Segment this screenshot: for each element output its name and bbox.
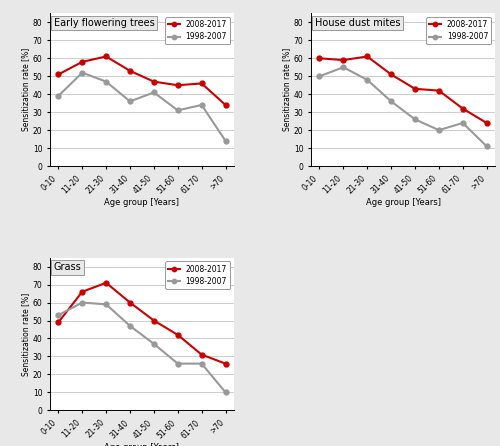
1998-2007 — [222, 138, 228, 144]
1998-2007 — [198, 361, 204, 366]
2008-2017 — [79, 59, 85, 65]
X-axis label: Age group [Years]: Age group [Years] — [366, 198, 440, 207]
Line: 2008-2017: 2008-2017 — [56, 54, 228, 107]
2008-2017 — [56, 320, 62, 325]
1998-2007 — [56, 93, 62, 99]
1998-2007 — [151, 90, 157, 95]
Legend: 2008-2017, 1998-2007: 2008-2017, 1998-2007 — [426, 17, 491, 44]
2008-2017 — [436, 88, 442, 93]
Line: 2008-2017: 2008-2017 — [317, 54, 489, 125]
1998-2007 — [316, 74, 322, 79]
2008-2017 — [316, 56, 322, 61]
2008-2017 — [484, 120, 490, 126]
1998-2007 — [127, 323, 133, 329]
1998-2007 — [222, 390, 228, 395]
1998-2007 — [103, 79, 109, 84]
2008-2017 — [103, 54, 109, 59]
2008-2017 — [412, 86, 418, 91]
1998-2007 — [198, 102, 204, 107]
2008-2017 — [222, 361, 228, 366]
1998-2007 — [460, 120, 466, 126]
1998-2007 — [79, 70, 85, 75]
Y-axis label: Sensitization rate [%]: Sensitization rate [%] — [21, 48, 30, 131]
1998-2007 — [340, 65, 346, 70]
Text: Early flowering trees: Early flowering trees — [54, 18, 154, 28]
1998-2007 — [412, 117, 418, 122]
2008-2017 — [151, 79, 157, 84]
1998-2007 — [175, 361, 181, 366]
2008-2017 — [127, 68, 133, 74]
X-axis label: Age group [Years]: Age group [Years] — [104, 443, 180, 446]
1998-2007 — [151, 341, 157, 347]
2008-2017 — [222, 102, 228, 107]
Line: 1998-2007: 1998-2007 — [56, 300, 228, 395]
1998-2007 — [127, 99, 133, 104]
Line: 1998-2007: 1998-2007 — [56, 70, 228, 143]
1998-2007 — [79, 300, 85, 305]
2008-2017 — [127, 300, 133, 305]
2008-2017 — [175, 83, 181, 88]
2008-2017 — [364, 54, 370, 59]
2008-2017 — [198, 352, 204, 357]
Y-axis label: Sensitization rate [%]: Sensitization rate [%] — [282, 48, 291, 131]
X-axis label: Age group [Years]: Age group [Years] — [104, 198, 180, 207]
Y-axis label: Sensitization rate [%]: Sensitization rate [%] — [21, 293, 30, 376]
Line: 1998-2007: 1998-2007 — [317, 65, 489, 149]
Text: House dust mites: House dust mites — [315, 18, 400, 28]
1998-2007 — [436, 128, 442, 133]
2008-2017 — [460, 106, 466, 111]
1998-2007 — [175, 107, 181, 113]
1998-2007 — [56, 313, 62, 318]
2008-2017 — [103, 280, 109, 285]
2008-2017 — [340, 58, 346, 63]
Line: 2008-2017: 2008-2017 — [56, 281, 228, 366]
2008-2017 — [388, 72, 394, 77]
1998-2007 — [103, 301, 109, 307]
1998-2007 — [364, 77, 370, 83]
Legend: 2008-2017, 1998-2007: 2008-2017, 1998-2007 — [165, 17, 230, 44]
1998-2007 — [484, 144, 490, 149]
2008-2017 — [175, 332, 181, 338]
Legend: 2008-2017, 1998-2007: 2008-2017, 1998-2007 — [165, 261, 230, 289]
Text: Grass: Grass — [54, 262, 82, 272]
2008-2017 — [56, 72, 62, 77]
1998-2007 — [388, 99, 394, 104]
2008-2017 — [151, 318, 157, 323]
2008-2017 — [198, 81, 204, 86]
2008-2017 — [79, 289, 85, 294]
